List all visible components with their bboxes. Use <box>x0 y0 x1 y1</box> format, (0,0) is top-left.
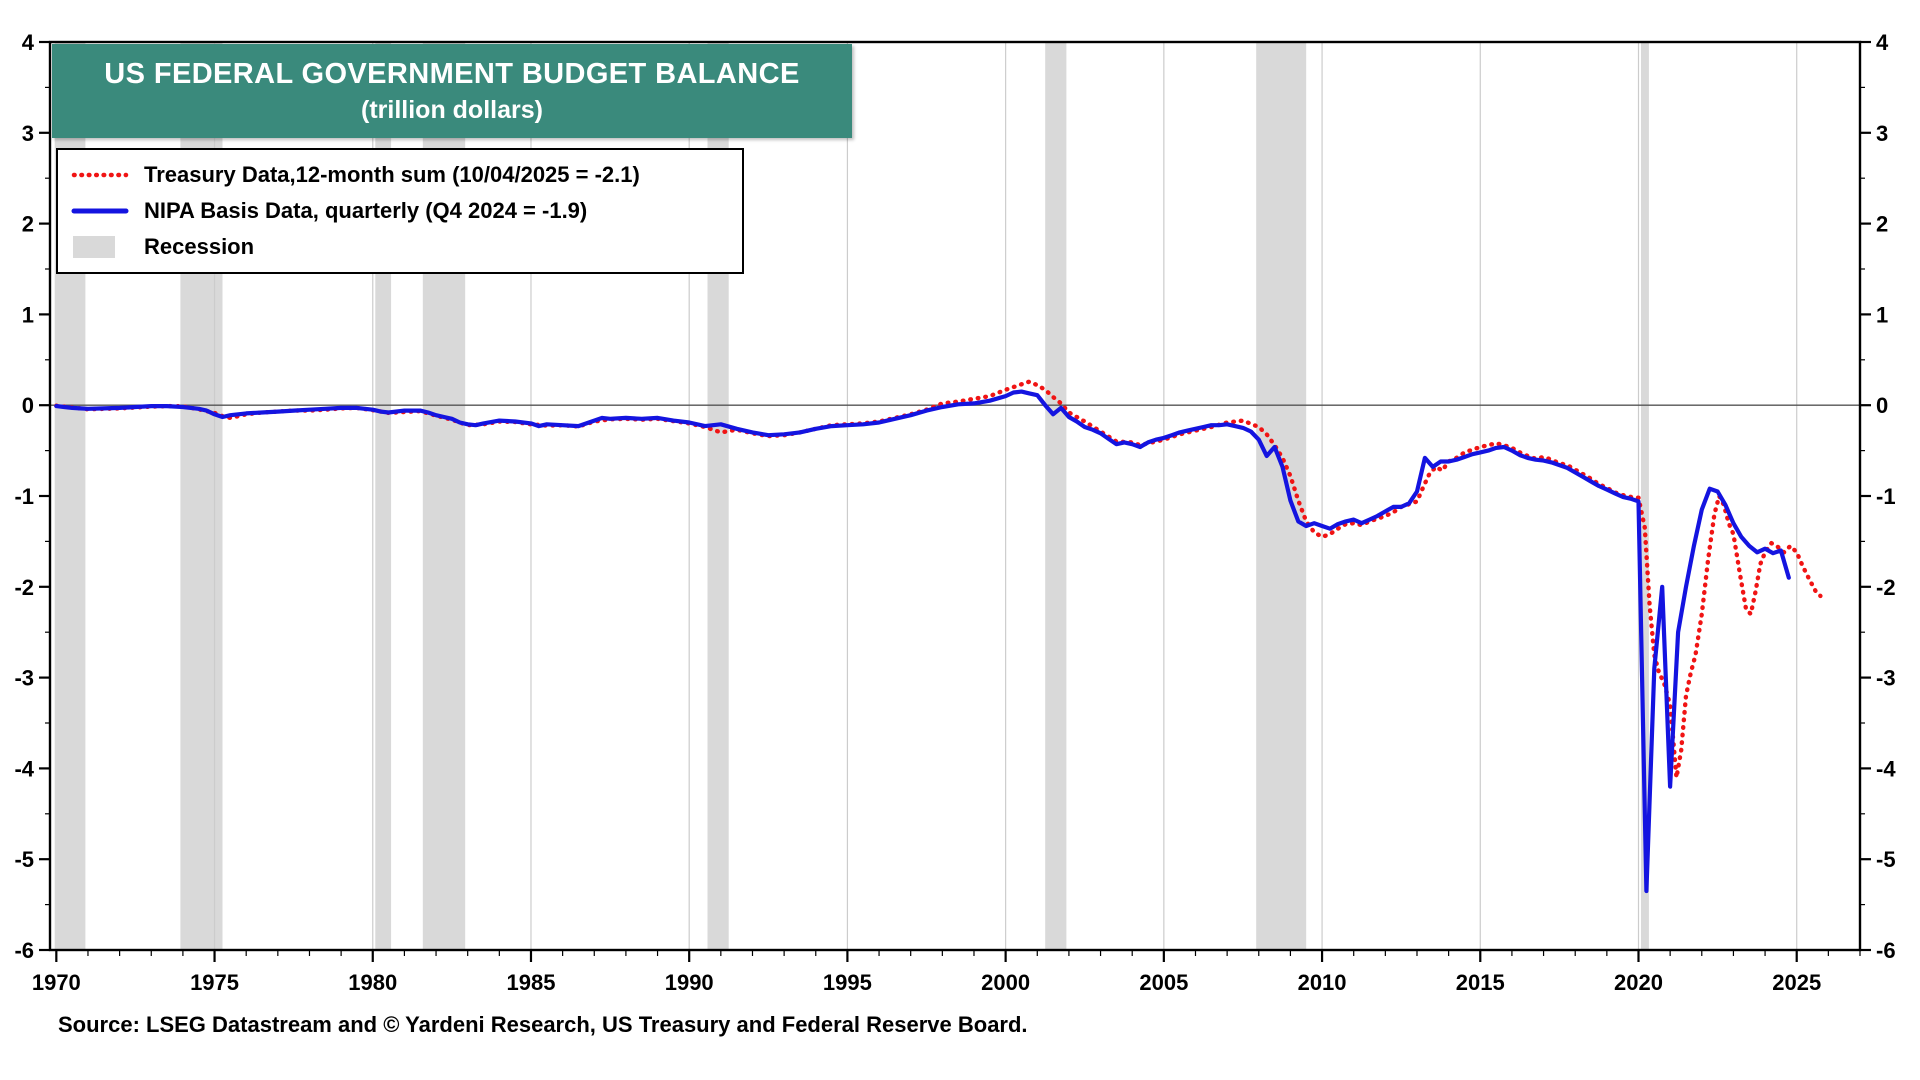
y-tick-label-left: -2 <box>14 575 34 600</box>
legend-item-treasury: Treasury Data,12-month sum (10/04/2025 =… <box>70 158 730 192</box>
y-tick-label-left: -6 <box>14 938 34 963</box>
y-tick-label-left: 1 <box>22 302 34 327</box>
legend-label-recession: Recession <box>144 234 255 259</box>
y-tick-label-left: 4 <box>22 30 35 55</box>
recession-band <box>1641 42 1649 950</box>
legend-label-nipa: NIPA Basis Data, quarterly (Q4 2024 = -1… <box>144 198 588 223</box>
y-tick-label-left: -4 <box>14 756 34 781</box>
y-tick-label-left: 3 <box>22 121 34 146</box>
x-tick-label: 1990 <box>665 970 714 995</box>
legend-item-nipa: NIPA Basis Data, quarterly (Q4 2024 = -1… <box>70 194 730 228</box>
x-tick-label: 2015 <box>1456 970 1505 995</box>
x-tick-label: 1985 <box>507 970 556 995</box>
nipa-solid-line-icon <box>70 206 136 216</box>
x-tick-label: 1975 <box>190 970 239 995</box>
legend: Treasury Data,12-month sum (10/04/2025 =… <box>56 148 744 274</box>
x-tick-label: 1980 <box>348 970 397 995</box>
y-tick-label-left: 0 <box>22 393 34 418</box>
x-tick-label: 1970 <box>32 970 81 995</box>
y-tick-label-right: -1 <box>1876 484 1896 509</box>
legend-item-recession: Recession <box>70 230 730 264</box>
y-tick-label-left: -3 <box>14 666 34 691</box>
y-tick-label-right: 2 <box>1876 212 1888 237</box>
x-tick-label: 2005 <box>1139 970 1188 995</box>
y-tick-label-right: -6 <box>1876 938 1896 963</box>
y-tick-label-right: 4 <box>1876 30 1889 55</box>
x-tick-label: 1995 <box>823 970 872 995</box>
y-tick-label-right: 0 <box>1876 393 1888 418</box>
y-tick-label-right: -3 <box>1876 666 1896 691</box>
recession-band <box>1045 42 1067 950</box>
treasury-dotted-line-icon <box>70 170 136 180</box>
x-tick-label: 2010 <box>1298 970 1347 995</box>
y-tick-label-right: -2 <box>1876 575 1896 600</box>
y-tick-label-right: 3 <box>1876 121 1888 146</box>
y-tick-label-left: -1 <box>14 484 34 509</box>
series-line-nipa <box>54 389 1791 894</box>
source-text: Source: LSEG Datastream and © Yardeni Re… <box>58 1012 1028 1037</box>
x-tick-label: 2000 <box>981 970 1030 995</box>
chart-subtitle: (trillion dollars) <box>361 95 543 124</box>
legend-label-treasury: Treasury Data,12-month sum (10/04/2025 =… <box>144 162 640 187</box>
x-tick-label: 2025 <box>1772 970 1821 995</box>
y-tick-label-left: -5 <box>14 847 34 872</box>
chart-title-box: US FEDERAL GOVERNMENT BUDGET BALANCE (tr… <box>52 44 852 138</box>
x-tick-label: 2020 <box>1614 970 1663 995</box>
y-tick-label-right: 1 <box>1876 302 1888 327</box>
y-tick-label-right: -4 <box>1876 756 1896 781</box>
y-tick-label-left: 2 <box>22 212 34 237</box>
recession-band-icon <box>70 236 136 258</box>
y-tick-label-right: -5 <box>1876 847 1896 872</box>
chart-title: US FEDERAL GOVERNMENT BUDGET BALANCE <box>104 57 800 90</box>
